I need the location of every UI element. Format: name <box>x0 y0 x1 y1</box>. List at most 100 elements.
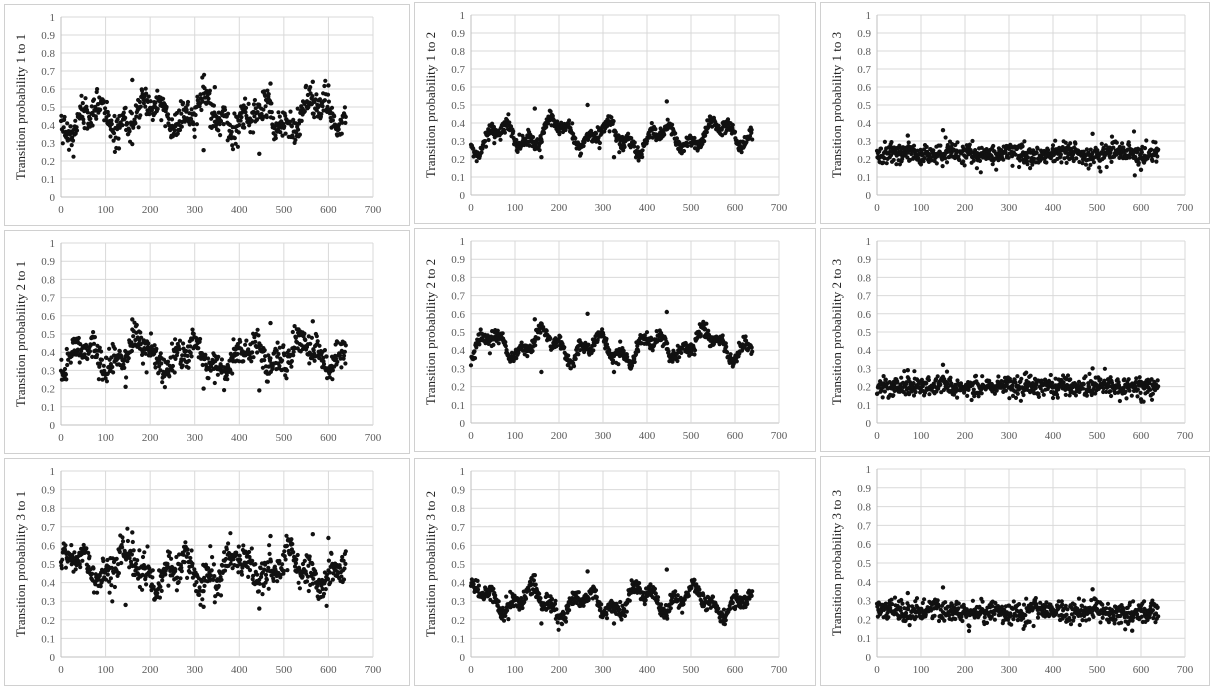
data-point <box>1003 388 1008 393</box>
data-point <box>211 562 216 567</box>
data-point <box>1087 371 1092 376</box>
data-point <box>310 532 315 537</box>
data-point <box>90 123 95 128</box>
scatter-chart: 00.10.20.30.40.50.60.70.80.910 100 200 300 4… <box>829 10 1194 214</box>
y-tick-label: 0 <box>50 192 56 204</box>
data-point <box>188 555 193 561</box>
chart-panel-3-to-1: 0 0.1 0.2 0.3 0.4 0.5 0.6 0.7 0.8 0.9 1 0 100 200 300 4… <box>4 458 410 686</box>
data-point <box>544 124 549 130</box>
data-point <box>943 156 948 161</box>
data-point <box>632 140 637 145</box>
data-point <box>198 336 203 342</box>
data-point <box>163 572 168 577</box>
data-point <box>940 164 945 169</box>
data-point <box>1123 389 1128 394</box>
data-point <box>250 558 255 563</box>
data-point <box>935 374 940 379</box>
data-point <box>122 365 127 370</box>
data-point <box>290 135 295 140</box>
data-point <box>747 134 753 139</box>
data-point <box>146 341 151 346</box>
data-point <box>175 131 180 136</box>
data-point <box>1015 391 1020 396</box>
data-point <box>200 597 205 602</box>
data-point <box>307 554 312 559</box>
data-point <box>154 346 159 351</box>
data-point <box>233 141 238 146</box>
y-tick-label: 0.3 <box>857 136 871 148</box>
data-point <box>633 352 639 357</box>
data-points <box>468 567 755 632</box>
data-point <box>195 94 200 99</box>
data-point <box>341 558 346 563</box>
data-point <box>136 125 141 130</box>
data-point <box>163 124 168 129</box>
data-point <box>311 348 316 353</box>
data-point <box>181 341 186 346</box>
data-point <box>62 366 68 372</box>
data-point <box>153 100 158 105</box>
y-tick-label: 0.6 <box>41 311 55 323</box>
data-point <box>1114 140 1119 145</box>
data-point <box>103 106 108 111</box>
y-tick-label: 0.4 <box>41 120 55 132</box>
data-point <box>178 576 183 581</box>
data-point <box>743 334 748 339</box>
x-tick-label: 100 <box>507 430 524 442</box>
data-point <box>85 110 90 115</box>
data-point <box>913 389 918 395</box>
data-point <box>674 136 679 141</box>
data-point <box>609 115 614 120</box>
data-point <box>139 335 144 340</box>
y-tick-label: 0.7 <box>451 64 465 76</box>
data-point <box>175 575 180 580</box>
data-point <box>493 593 498 598</box>
data-point <box>1108 389 1113 394</box>
data-point <box>640 154 645 160</box>
data-point <box>138 104 143 109</box>
y-tick-label: 0 <box>866 190 872 202</box>
data-point <box>568 366 573 371</box>
data-point <box>226 111 231 116</box>
data-point <box>516 350 521 355</box>
data-point <box>343 120 348 125</box>
data-point <box>282 554 287 559</box>
data-point <box>106 364 111 370</box>
data-point <box>283 113 288 118</box>
data-point <box>1055 395 1060 400</box>
data-point <box>85 356 90 362</box>
y-tick-label: 0.6 <box>41 84 55 96</box>
data-point <box>159 588 164 593</box>
x-tick-label: 400 <box>639 664 656 676</box>
data-point <box>98 361 103 366</box>
data-point <box>151 584 156 589</box>
data-point <box>91 566 96 571</box>
data-point <box>927 392 932 397</box>
data-point <box>943 135 948 140</box>
data-point <box>323 587 328 592</box>
y-tick-label: 0.9 <box>451 254 465 266</box>
data-point <box>1020 144 1025 149</box>
data-point <box>289 537 294 542</box>
data-point <box>273 136 278 141</box>
data-point <box>541 130 547 135</box>
x-tick-label: 600 <box>1133 430 1150 442</box>
data-point <box>1030 162 1035 167</box>
data-point <box>527 579 533 584</box>
y-tick-label: 0.8 <box>451 46 465 58</box>
data-point <box>219 577 224 582</box>
y-tick-label: 0.5 <box>451 559 465 571</box>
data-point <box>249 118 254 123</box>
data-point <box>302 109 307 114</box>
x-tick-label: 0 <box>874 202 880 214</box>
data-point <box>1135 394 1140 399</box>
y-tick-label: 0.4 <box>857 345 871 357</box>
data-point <box>104 99 109 105</box>
data-point <box>934 161 939 166</box>
data-point <box>548 336 553 341</box>
x-tick-label: 500 <box>683 202 700 214</box>
x-tick-label: 300 <box>186 432 203 444</box>
data-point <box>1068 141 1073 146</box>
data-point <box>1053 138 1058 143</box>
data-point <box>1090 366 1095 371</box>
